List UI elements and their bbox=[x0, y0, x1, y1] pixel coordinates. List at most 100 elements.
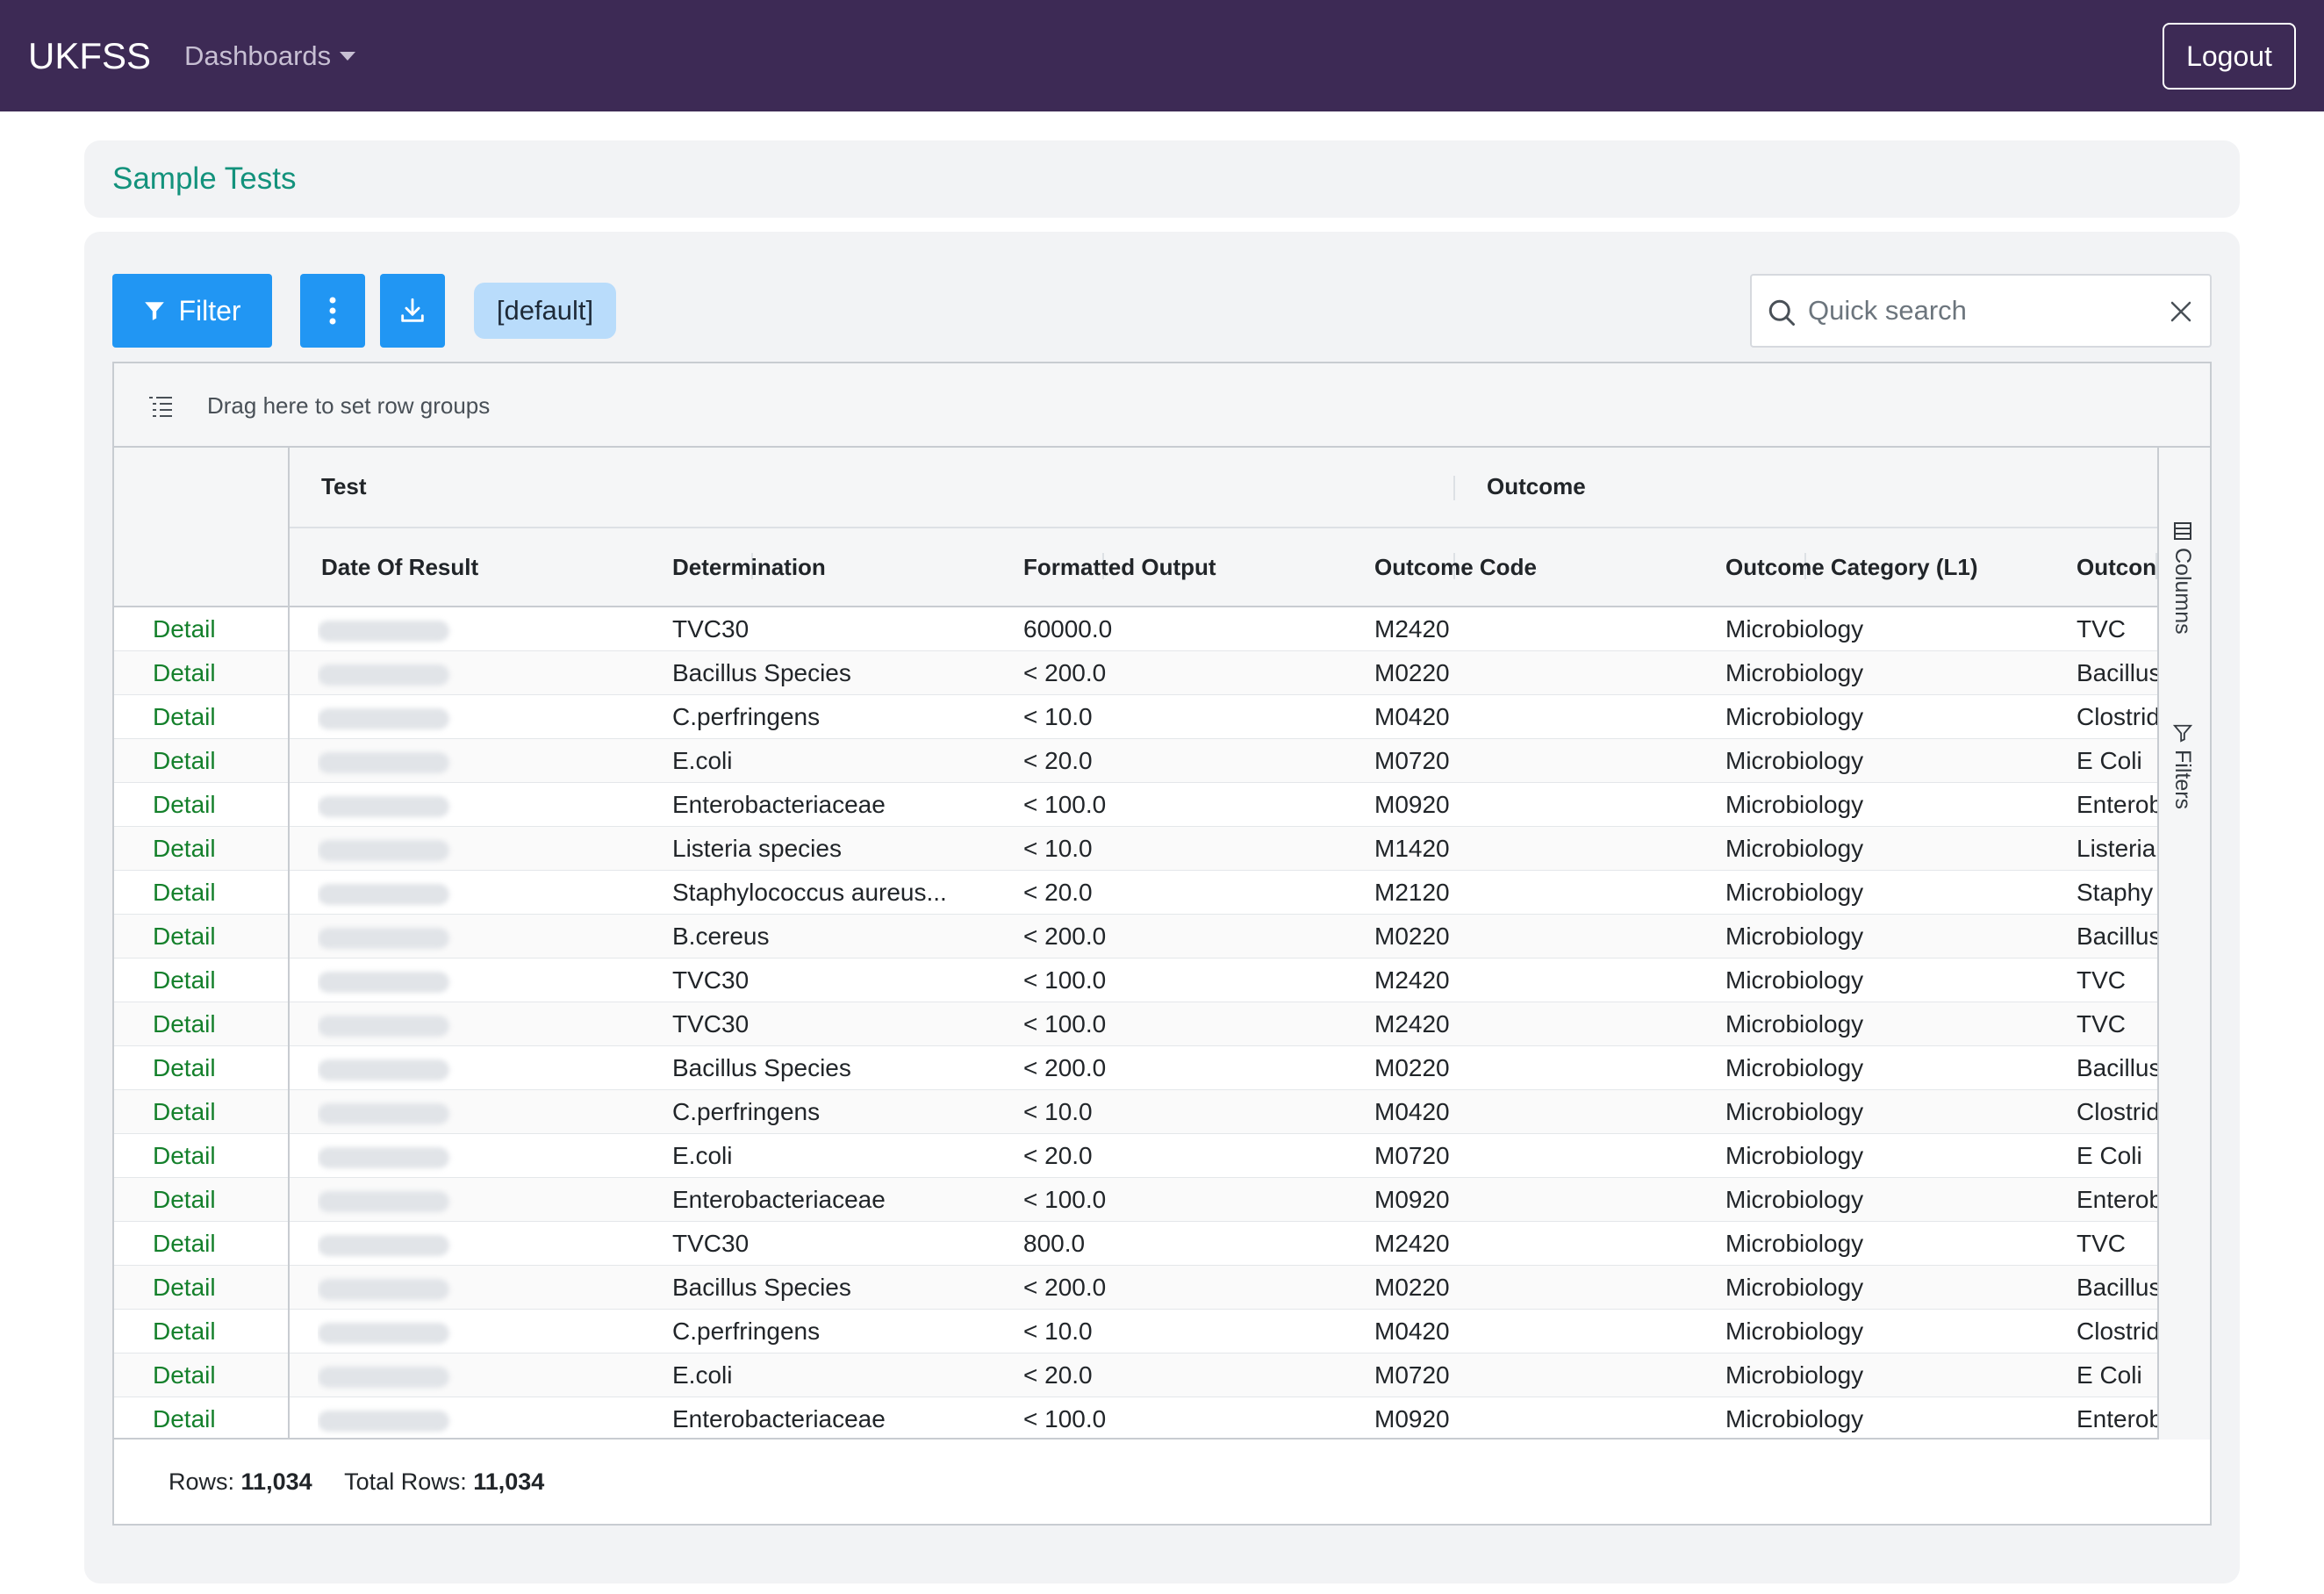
determination-cell: Bacillus Species bbox=[672, 1274, 851, 1301]
code-cell: M0920 bbox=[1374, 1186, 1450, 1213]
detail-link[interactable]: Detail bbox=[114, 739, 290, 783]
table-row: Detail TVC30 60000.0 M2420 Microbiology TVC bbox=[114, 607, 2157, 651]
redacted-value bbox=[318, 1146, 449, 1168]
code-cell: M2420 bbox=[1374, 1230, 1450, 1257]
date-cell-redacted bbox=[318, 1397, 467, 1438]
close-icon[interactable] bbox=[2168, 298, 2194, 325]
detail-link[interactable]: Detail bbox=[114, 1222, 290, 1266]
code-cell: M0720 bbox=[1374, 1142, 1450, 1169]
column-separator[interactable] bbox=[2155, 553, 2157, 579]
detail-link[interactable]: Detail bbox=[114, 1178, 290, 1222]
determination-cell: TVC30 bbox=[672, 966, 750, 994]
detail-link[interactable]: Detail bbox=[114, 915, 290, 959]
category-cell: Microbiology bbox=[1725, 1010, 1864, 1038]
filter-icon bbox=[145, 302, 165, 320]
detail-link[interactable]: Detail bbox=[114, 1397, 290, 1438]
output-cell: < 100.0 bbox=[1023, 966, 1107, 994]
detail-link[interactable]: Detail bbox=[114, 1310, 290, 1353]
columns-icon bbox=[2173, 522, 2191, 540]
code-cell: M1420 bbox=[1374, 835, 1450, 862]
column-separator[interactable] bbox=[1453, 553, 1455, 579]
detail-link[interactable]: Detail bbox=[114, 607, 290, 651]
grid-header: Test Outcome Date Of Result Determinatio… bbox=[114, 448, 2157, 607]
column-header-date-of-result[interactable]: Date Of Result bbox=[321, 554, 479, 580]
dashboards-dropdown[interactable]: Dashboards bbox=[184, 37, 356, 75]
determination-cell: Enterobacteriaceae bbox=[672, 791, 886, 818]
category-cell: Microbiology bbox=[1725, 1186, 1864, 1213]
table-row: Detail Enterobacteriaceae < 100.0 M0920 Micr… bbox=[114, 1178, 2157, 1222]
download-button[interactable] bbox=[380, 274, 445, 348]
outcome-cell: Enterob bbox=[2077, 1186, 2157, 1213]
redacted-value bbox=[318, 1015, 449, 1037]
rows-value: 11,034 bbox=[240, 1468, 312, 1495]
total-rows-label: Total Rows: bbox=[344, 1468, 467, 1495]
outcome-cell: Bacillus bbox=[2077, 1274, 2157, 1301]
column-separator[interactable] bbox=[751, 553, 753, 579]
category-cell: Microbiology bbox=[1725, 659, 1864, 686]
determination-cell: B.cereus bbox=[672, 923, 770, 950]
column-header-formatted-output[interactable]: Formatted Output bbox=[1023, 554, 1216, 580]
column-header-outcome-category[interactable]: Outcome Category (L1) bbox=[1725, 554, 1978, 580]
view-tag[interactable]: [default] bbox=[474, 283, 616, 339]
group-header-outcome[interactable]: Outcome bbox=[1487, 473, 1586, 499]
detail-link[interactable]: Detail bbox=[114, 959, 290, 1002]
detail-link[interactable]: Detail bbox=[114, 1046, 290, 1090]
outcome-cell: TVC bbox=[2077, 966, 2126, 994]
detail-link[interactable]: Detail bbox=[114, 651, 290, 695]
column-separator[interactable] bbox=[1102, 553, 1104, 579]
outcome-cell: Bacillus bbox=[2077, 659, 2157, 686]
detail-link[interactable]: Detail bbox=[114, 871, 290, 915]
filter-button[interactable]: Filter bbox=[112, 274, 272, 348]
column-header-determination[interactable]: Determination bbox=[672, 554, 826, 580]
determination-cell: E.coli bbox=[672, 1142, 733, 1169]
output-cell: < 100.0 bbox=[1023, 791, 1107, 818]
column-header-outcome[interactable]: Outcon bbox=[2077, 554, 2156, 580]
pinned-column-header bbox=[114, 448, 290, 606]
determination-cell: Bacillus Species bbox=[672, 659, 851, 686]
table-row: Detail C.perfringens < 10.0 M0420 Microbiolo… bbox=[114, 1090, 2157, 1134]
side-tab-filters[interactable]: Filters bbox=[2170, 723, 2195, 809]
brand-logo[interactable]: UKFSS bbox=[28, 35, 152, 76]
redacted-value bbox=[318, 883, 449, 905]
quick-search-input[interactable] bbox=[1808, 284, 2141, 337]
navbar: UKFSS Dashboards Logout bbox=[0, 0, 2324, 111]
vertical-ellipsis-icon bbox=[329, 297, 336, 325]
row-group-hint: Drag here to set row groups bbox=[207, 392, 491, 419]
redacted-value bbox=[318, 839, 449, 861]
grid-side-bar: Columns Filters bbox=[2157, 448, 2210, 1440]
date-cell-redacted bbox=[318, 695, 467, 739]
table-row: Detail Listeria species < 10.0 M1420 Microbi… bbox=[114, 827, 2157, 871]
side-tab-filters-label: Filters bbox=[2170, 750, 2195, 810]
category-cell: Microbiology bbox=[1725, 1230, 1864, 1257]
table-row: Detail Bacillus Species < 200.0 M0220 Microb… bbox=[114, 651, 2157, 695]
date-cell-redacted bbox=[318, 1266, 467, 1310]
table-row: Detail E.coli < 20.0 M0720 Microbiology E Col… bbox=[114, 739, 2157, 783]
column-separator[interactable] bbox=[1804, 553, 1806, 579]
detail-link[interactable]: Detail bbox=[114, 1002, 290, 1046]
detail-link[interactable]: Detail bbox=[114, 1134, 290, 1178]
code-cell: M2420 bbox=[1374, 1010, 1450, 1038]
detail-link[interactable]: Detail bbox=[114, 1266, 290, 1310]
side-tab-columns[interactable]: Columns bbox=[2170, 521, 2195, 635]
detail-link[interactable]: Detail bbox=[114, 695, 290, 739]
column-header-outcome-code[interactable]: Outcome Code bbox=[1374, 554, 1537, 580]
output-cell: < 20.0 bbox=[1023, 1142, 1093, 1169]
dashboards-label: Dashboards bbox=[184, 40, 332, 71]
determination-cell: C.perfringens bbox=[672, 1098, 821, 1125]
date-cell-redacted bbox=[318, 1222, 467, 1266]
detail-link[interactable]: Detail bbox=[114, 1353, 290, 1397]
row-group-drop-zone[interactable]: Drag here to set row groups bbox=[114, 363, 2210, 448]
detail-link[interactable]: Detail bbox=[114, 783, 290, 827]
header-group-row: Test Outcome bbox=[290, 448, 2157, 528]
table-row: Detail Bacillus Species < 200.0 M0220 Microb… bbox=[114, 1046, 2157, 1090]
more-options-button[interactable] bbox=[300, 274, 365, 348]
detail-link[interactable]: Detail bbox=[114, 1090, 290, 1134]
category-cell: Microbiology bbox=[1725, 835, 1864, 862]
code-cell: M0220 bbox=[1374, 923, 1450, 950]
code-cell: M2420 bbox=[1374, 615, 1450, 643]
output-cell: < 200.0 bbox=[1023, 1054, 1107, 1081]
logout-button[interactable]: Logout bbox=[2163, 23, 2296, 90]
date-cell-redacted bbox=[318, 959, 467, 1002]
group-header-test[interactable]: Test bbox=[321, 473, 367, 499]
detail-link[interactable]: Detail bbox=[114, 827, 290, 871]
